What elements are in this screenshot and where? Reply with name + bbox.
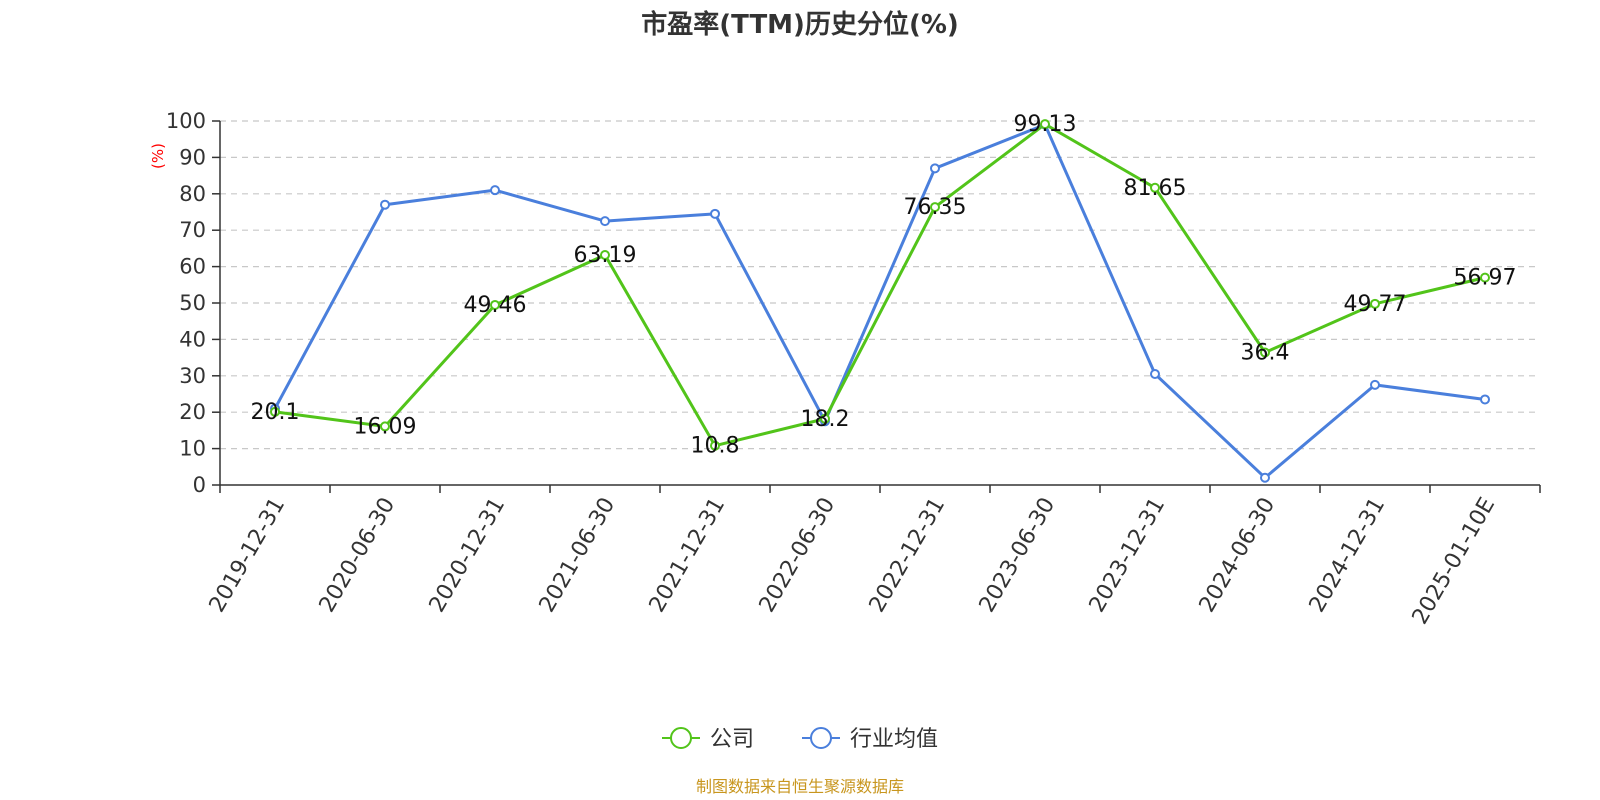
- x-tick-label: 2020-12-31: [425, 494, 511, 617]
- x-tick-label: 2019-12-31: [205, 494, 291, 617]
- data-label: 99.13: [1014, 112, 1077, 137]
- x-tick-label: 2023-12-31: [1085, 494, 1171, 617]
- data-label: 10.8: [691, 434, 740, 459]
- data-labels: 20.1 16.09 49.46 63.19 10.8 18.2 76.35 99.13 81.…: [251, 112, 1517, 459]
- y-tick-label: 0: [193, 473, 206, 497]
- legend-marker-icon: [810, 727, 832, 749]
- data-point-0: [270, 406, 280, 417]
- data-label: 63.19: [574, 243, 637, 268]
- y-tick-label: 10: [179, 437, 206, 461]
- y-tick-label: 60: [179, 255, 206, 279]
- chart-title: 市盈率(TTM)历史分位(%): [641, 9, 959, 40]
- data-point-1: [380, 199, 390, 210]
- x-tick-label: 2022-06-30: [755, 494, 841, 617]
- data-point-0: [820, 413, 830, 424]
- legend-label: 公司: [710, 727, 754, 752]
- data-label: 81.65: [1124, 176, 1187, 201]
- data-point-1: [1260, 472, 1270, 483]
- axes: 0 10 20 30 40 50 60 70 80 90 100 2019-12-31 2020-06-…: [166, 109, 1541, 629]
- data-label: 56.97: [1454, 266, 1517, 291]
- data-label: 16.09: [354, 414, 417, 439]
- data-point-1: [600, 216, 610, 227]
- source-note: 制图数据来自恒生聚源数据库: [696, 777, 904, 796]
- y-tick-label: 40: [179, 327, 206, 351]
- data-point-0: [710, 440, 720, 451]
- data-point-0: [1150, 182, 1160, 193]
- data-point-0: [380, 421, 390, 432]
- data-point-0: [1370, 298, 1380, 309]
- legend-marker-icon: [670, 727, 692, 749]
- data-point-1: [1150, 368, 1160, 379]
- series-line-1: [273, 123, 1486, 480]
- y-tick-label: 70: [179, 218, 206, 242]
- y-tick-label: 30: [179, 364, 206, 388]
- legend-item-1[interactable]: 行业均值: [802, 727, 938, 752]
- data-point-1: [1480, 394, 1490, 405]
- y-tick-label: 80: [179, 182, 206, 206]
- data-point-1: [710, 208, 720, 219]
- legend-item-0[interactable]: 公司: [662, 727, 754, 752]
- x-tick-label: 2020-06-30: [315, 494, 401, 617]
- data-point-0: [930, 202, 940, 213]
- y-tick-label: 100: [166, 109, 206, 133]
- data-label: 20.1: [251, 400, 300, 425]
- series-line-0: [274, 122, 1486, 448]
- grid-lines: [220, 120, 1540, 450]
- series-lines: [270, 119, 1490, 483]
- y-tick-label: 90: [179, 145, 206, 169]
- y-axis-label: (%): [149, 143, 167, 169]
- data-label: 36.4: [1241, 341, 1290, 366]
- x-tick-label: 2023-06-30: [975, 494, 1061, 617]
- x-tick-label: 2024-12-31: [1305, 494, 1391, 617]
- data-point-1: [490, 185, 500, 196]
- y-tick-label: 20: [179, 400, 206, 424]
- y-tick-label: 50: [179, 291, 206, 315]
- data-point-0: [600, 249, 610, 260]
- data-label: 18.2: [801, 407, 850, 432]
- data-point-0: [1260, 347, 1270, 358]
- data-label: 49.46: [464, 293, 527, 318]
- x-tick-label: 2022-12-31: [865, 494, 951, 617]
- legend-label: 行业均值: [850, 727, 938, 752]
- data-label: 76.35: [904, 195, 967, 220]
- x-tick-label: 2021-06-30: [535, 494, 621, 617]
- x-tick-label: 2021-12-31: [645, 494, 731, 617]
- x-tick-label: 2024-06-30: [1195, 494, 1281, 617]
- data-label: 49.77: [1344, 292, 1407, 317]
- data-point-1: [1370, 379, 1380, 390]
- legend[interactable]: 公司 行业均值: [662, 727, 938, 752]
- data-point-0: [490, 299, 500, 310]
- data-point-1: [930, 163, 940, 174]
- x-tick-label: 2025-01-10E: [1408, 494, 1501, 629]
- data-point-0: [1480, 272, 1490, 283]
- data-point-0: [1040, 119, 1050, 130]
